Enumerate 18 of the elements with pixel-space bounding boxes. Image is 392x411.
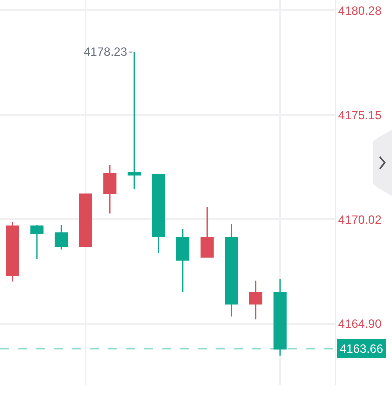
- candlestick: [30, 224, 44, 260]
- candlestick: [274, 278, 287, 356]
- ref-line-label: 4163.66: [340, 342, 384, 356]
- candlestick: [225, 224, 238, 318]
- candlestick: [176, 228, 190, 293]
- annotation: 4178.23: [84, 45, 128, 59]
- y-tick-label: 4164.90: [338, 317, 382, 332]
- candlestick: [249, 280, 263, 320]
- candlestick: [200, 206, 214, 258]
- candlestick: [79, 194, 92, 248]
- y-tick-label: 4170.02: [338, 212, 382, 227]
- candlestick: [104, 164, 117, 214]
- candlestick: [152, 174, 166, 254]
- candlestick: [54, 224, 68, 250]
- candlestick: [128, 52, 141, 190]
- y-tick-label: 4175.15: [338, 108, 382, 122]
- candlestick: [6, 222, 20, 282]
- y-tick-label: 4180.28: [338, 4, 382, 18]
